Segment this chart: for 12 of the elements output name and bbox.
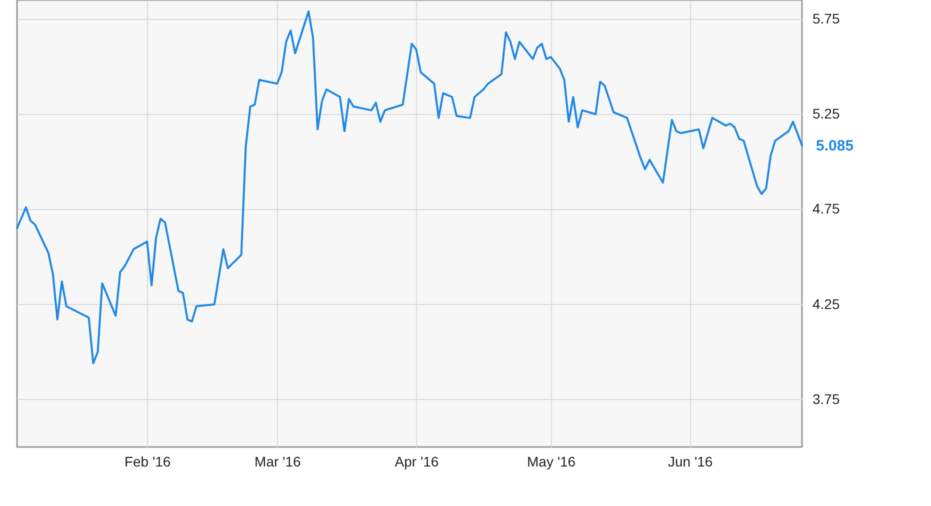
line-series — [16, 10, 803, 364]
x-tick-label: Apr '16 — [394, 454, 439, 470]
annotation: 5.085 — [816, 138, 854, 155]
x-tick-label: Jun '16 — [668, 454, 713, 470]
x-tick-label: Feb '16 — [124, 454, 171, 470]
y-tick-label: 4.75 — [812, 200, 840, 217]
y-tick-label: 4.25 — [812, 296, 840, 312]
x-tick-label: May '16 — [527, 454, 576, 470]
x-tick-label: Mar '16 — [254, 454, 302, 470]
y-tick-label: 5.75 — [812, 10, 840, 27]
y-tick-label: 3.75 — [812, 390, 840, 407]
y-tick-label: 5.25 — [812, 106, 840, 122]
